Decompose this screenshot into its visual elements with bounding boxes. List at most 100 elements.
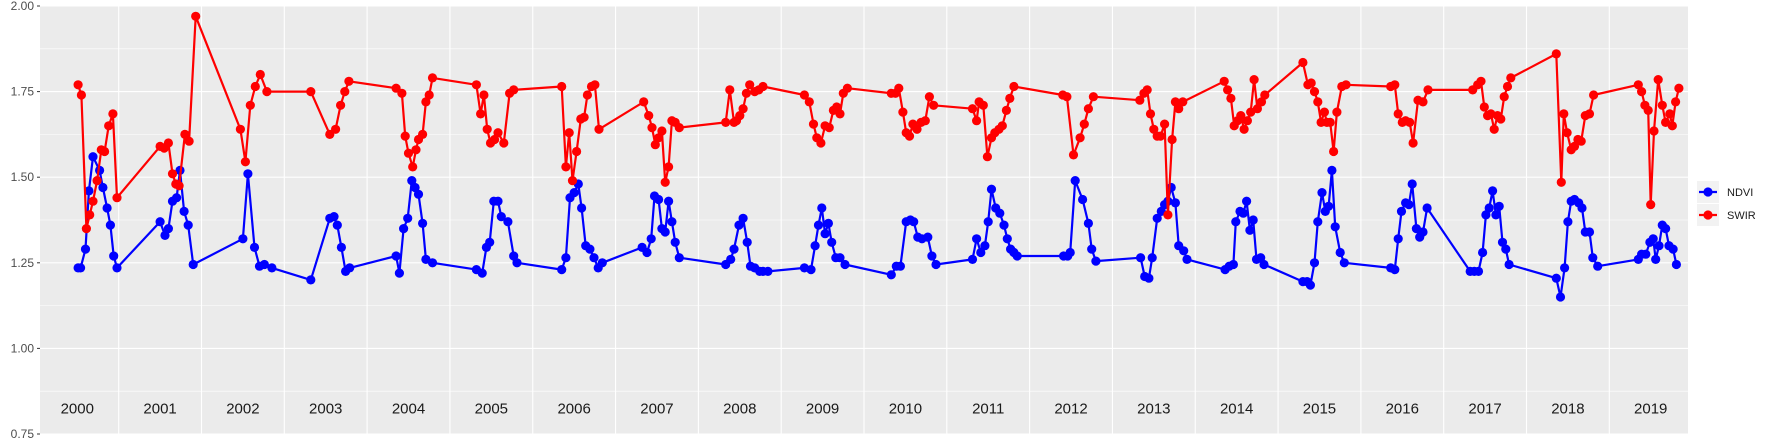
swir-point (1408, 138, 1418, 148)
swir-point (1167, 134, 1177, 145)
ndvi-point (726, 254, 736, 264)
swir-point (594, 124, 604, 134)
swir-point (1646, 200, 1656, 210)
ndvi-point (1238, 208, 1248, 218)
swir-point (1643, 105, 1653, 115)
year-label: 2015 (1303, 400, 1336, 417)
ndvi-point (1339, 258, 1349, 268)
ndvi-point (642, 247, 652, 258)
swir-point (499, 138, 509, 148)
swir-point (509, 85, 519, 95)
swir-point (1584, 109, 1595, 119)
swir-point (924, 92, 935, 102)
swir-point (1083, 104, 1093, 114)
ndvi-point (345, 263, 355, 273)
swir-point (476, 109, 486, 119)
swir-point (490, 134, 500, 145)
swir-point (1005, 93, 1015, 103)
swir-point (758, 81, 768, 92)
ndvi-point (1560, 263, 1570, 273)
ndvi-point (972, 234, 982, 244)
ndvi-point (1065, 247, 1075, 258)
swir-point (344, 76, 354, 86)
ndvi-point (1242, 196, 1252, 206)
swir-point (639, 97, 649, 107)
ndvi-point (155, 217, 165, 227)
ndvi-point (646, 234, 656, 244)
swir-point (735, 111, 745, 121)
swir-point (1329, 146, 1339, 157)
year-label: 2017 (1468, 400, 1501, 417)
ndvi-point (561, 253, 571, 263)
swir-point (674, 123, 684, 133)
swir-point (400, 131, 410, 141)
ndvi-point (1593, 261, 1603, 271)
swir-point (647, 123, 657, 133)
swir-point (411, 145, 421, 155)
swir-point (1001, 105, 1012, 115)
ndvi-point (477, 268, 487, 278)
y-axis: 0.75 1.00 1.25 1.50 1.75 2.00 (11, 0, 40, 441)
ndvi-point (1396, 206, 1407, 216)
year-labels: 2000 2001 2002 2003 2004 2005 2006 2007 2008 2009… (61, 400, 1668, 417)
swir-point (262, 87, 272, 97)
swir-point (1551, 49, 1561, 59)
swir-point (567, 176, 578, 186)
swir-point (1242, 116, 1252, 126)
swir-point (1155, 131, 1166, 141)
swir-point (1559, 109, 1569, 119)
swir-point (421, 97, 431, 107)
ndvi-point (886, 270, 896, 280)
ndvi-point (112, 263, 122, 273)
swir-point (972, 116, 982, 126)
ndvi-point (163, 224, 173, 234)
ndvi-point (1248, 215, 1258, 225)
swir-point (1479, 102, 1489, 112)
ndvi-point (1488, 186, 1498, 196)
swir-point (1160, 119, 1170, 129)
swir-point (1309, 87, 1320, 97)
ndvi-point (1317, 188, 1327, 198)
year-label: 2012 (1054, 400, 1087, 417)
ndvi-point (1418, 227, 1428, 237)
swir-point (88, 196, 98, 206)
swir-point (564, 128, 574, 138)
swir-point (1671, 97, 1681, 107)
swir-point (824, 123, 834, 133)
ndvi-point (1654, 241, 1664, 251)
swir-point (471, 80, 481, 90)
ndvi-point (80, 244, 91, 254)
ndvi-point (1651, 254, 1661, 264)
swir-point (180, 129, 190, 139)
swir-point (1569, 141, 1580, 151)
y-tick-label: 1.75 (11, 85, 35, 99)
swir-point (1260, 90, 1270, 100)
swir-point (650, 140, 660, 150)
swir-point (804, 97, 814, 107)
ndvi-point (493, 196, 503, 206)
ndvi-point (931, 259, 941, 270)
ndvi-point (1091, 256, 1101, 266)
ndvi-point (810, 241, 820, 251)
ndvi-point (967, 254, 978, 264)
swir-point (808, 119, 819, 129)
ndvi-point (1648, 234, 1658, 244)
swir-point (1009, 81, 1019, 92)
swir-point (1239, 124, 1249, 134)
swir-point (1325, 117, 1335, 127)
ndvi-point (986, 184, 997, 194)
swir-point (112, 193, 122, 203)
series-swir (73, 11, 1684, 234)
swir-point (1219, 76, 1229, 86)
swir-point (1256, 97, 1267, 107)
swir-point (1390, 80, 1400, 90)
ndvi-point (1231, 217, 1241, 227)
ndvi-point (243, 169, 253, 179)
swir-point (1079, 119, 1089, 129)
ndvi-point (654, 194, 664, 205)
ndvi-point (995, 208, 1005, 218)
swir-point (967, 104, 978, 114)
swir-point (1298, 57, 1308, 68)
ndvi-point (1179, 246, 1189, 256)
ndvi-point (895, 261, 906, 271)
